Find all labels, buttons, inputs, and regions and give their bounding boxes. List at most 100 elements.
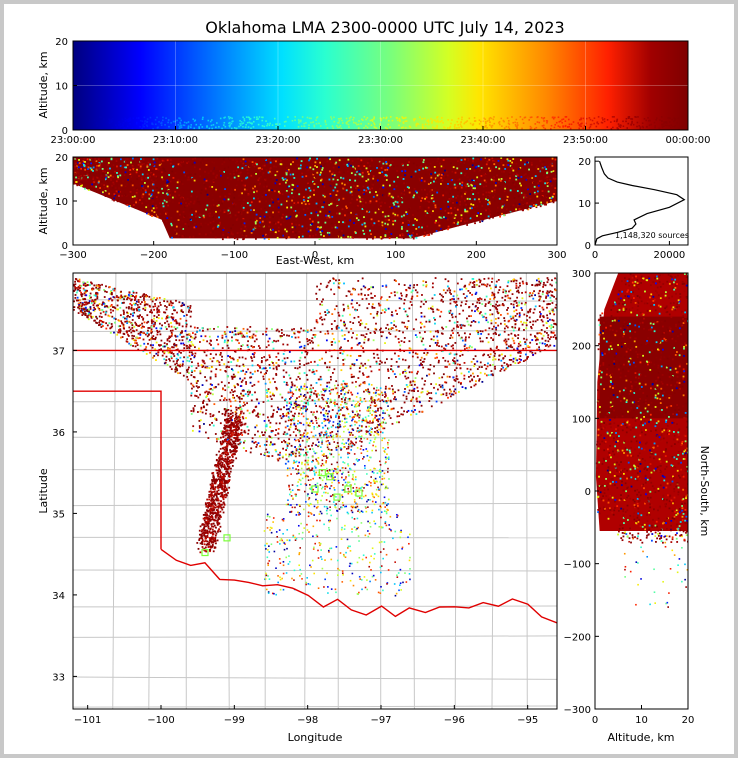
- source-point: [381, 236, 384, 239]
- source-point: [391, 206, 393, 209]
- source-point: [111, 198, 114, 201]
- source-point: [472, 204, 475, 206]
- source-point: [450, 390, 453, 393]
- source-point: [285, 381, 288, 384]
- source-point: [544, 177, 547, 179]
- source-point: [263, 164, 266, 167]
- source-point: [229, 124, 231, 126]
- source-point: [129, 190, 132, 193]
- source-point: [366, 162, 369, 164]
- source-point: [368, 160, 371, 162]
- source-point: [249, 336, 252, 339]
- source-point: [172, 353, 175, 355]
- source-point: [306, 331, 309, 333]
- source-point: [328, 216, 331, 219]
- source-point: [244, 403, 246, 406]
- source-point: [317, 186, 320, 188]
- source-point: [202, 360, 205, 363]
- source-point: [93, 284, 96, 287]
- source-point: [306, 166, 309, 169]
- source-point: [156, 157, 159, 160]
- source-point: [505, 160, 508, 163]
- source-point: [285, 449, 288, 451]
- source-point: [431, 182, 434, 185]
- source-point: [178, 301, 181, 304]
- source-point: [507, 307, 509, 309]
- source-point: [429, 173, 431, 176]
- source-point: [153, 296, 156, 299]
- source-point: [409, 347, 412, 350]
- source-point: [554, 196, 557, 199]
- source-point: [158, 188, 161, 191]
- source-point: [215, 227, 217, 230]
- source-point: [459, 200, 461, 203]
- source-point: [392, 220, 395, 223]
- source-point: [134, 345, 137, 348]
- source-point: [626, 127, 629, 129]
- source-point: [371, 120, 374, 123]
- source-point: [548, 197, 551, 199]
- source-point: [479, 215, 482, 218]
- source-point: [212, 199, 215, 201]
- source-point: [471, 164, 474, 167]
- source-point: [570, 123, 573, 126]
- source-point: [236, 217, 239, 220]
- source-point: [151, 215, 153, 217]
- source-point: [446, 366, 448, 368]
- source-point: [239, 231, 242, 234]
- source-point: [430, 190, 433, 193]
- source-point: [362, 177, 365, 180]
- source-point: [288, 374, 291, 377]
- source-point: [526, 207, 529, 210]
- source-point: [204, 170, 206, 173]
- source-point: [569, 127, 572, 130]
- source-point: [236, 211, 239, 214]
- source-point: [505, 290, 508, 293]
- source-point: [465, 158, 468, 161]
- source-point: [219, 352, 222, 354]
- source-point: [476, 205, 479, 208]
- source-point: [232, 191, 235, 194]
- source-point: [80, 179, 83, 182]
- source-point: [338, 426, 341, 428]
- source-point: [237, 213, 240, 215]
- source-point: [233, 190, 236, 193]
- source-point: [526, 176, 529, 179]
- x-tick-label: 23:30:00: [358, 135, 403, 146]
- source-point: [352, 121, 355, 124]
- source-point: [515, 162, 518, 165]
- source-point: [461, 220, 464, 223]
- source-point: [343, 236, 346, 239]
- source-point: [551, 291, 554, 293]
- source-point: [99, 165, 102, 168]
- source-point: [301, 116, 304, 118]
- source-point: [310, 212, 313, 215]
- source-point: [473, 281, 476, 284]
- source-point: [91, 166, 94, 169]
- source-point: [304, 213, 307, 216]
- source-point: [266, 438, 268, 440]
- source-point: [225, 335, 228, 338]
- source-point: [459, 123, 462, 126]
- source-point: [684, 124, 687, 127]
- source-point: [109, 122, 111, 125]
- source-point: [528, 177, 531, 180]
- county-line: [73, 469, 557, 472]
- source-point: [119, 158, 122, 161]
- source-point: [193, 201, 196, 204]
- source-point: [83, 157, 86, 160]
- source-point: [274, 233, 277, 235]
- source-point: [119, 123, 122, 125]
- source-point: [328, 204, 331, 206]
- source-point: [312, 121, 314, 124]
- source-point: [227, 166, 230, 169]
- source-point: [283, 431, 286, 434]
- source-point: [202, 116, 204, 119]
- source-point: [435, 181, 438, 183]
- source-point: [285, 171, 288, 174]
- source-point: [224, 434, 227, 437]
- source-point: [391, 368, 393, 371]
- source-point: [227, 116, 230, 118]
- source-point: [332, 178, 335, 181]
